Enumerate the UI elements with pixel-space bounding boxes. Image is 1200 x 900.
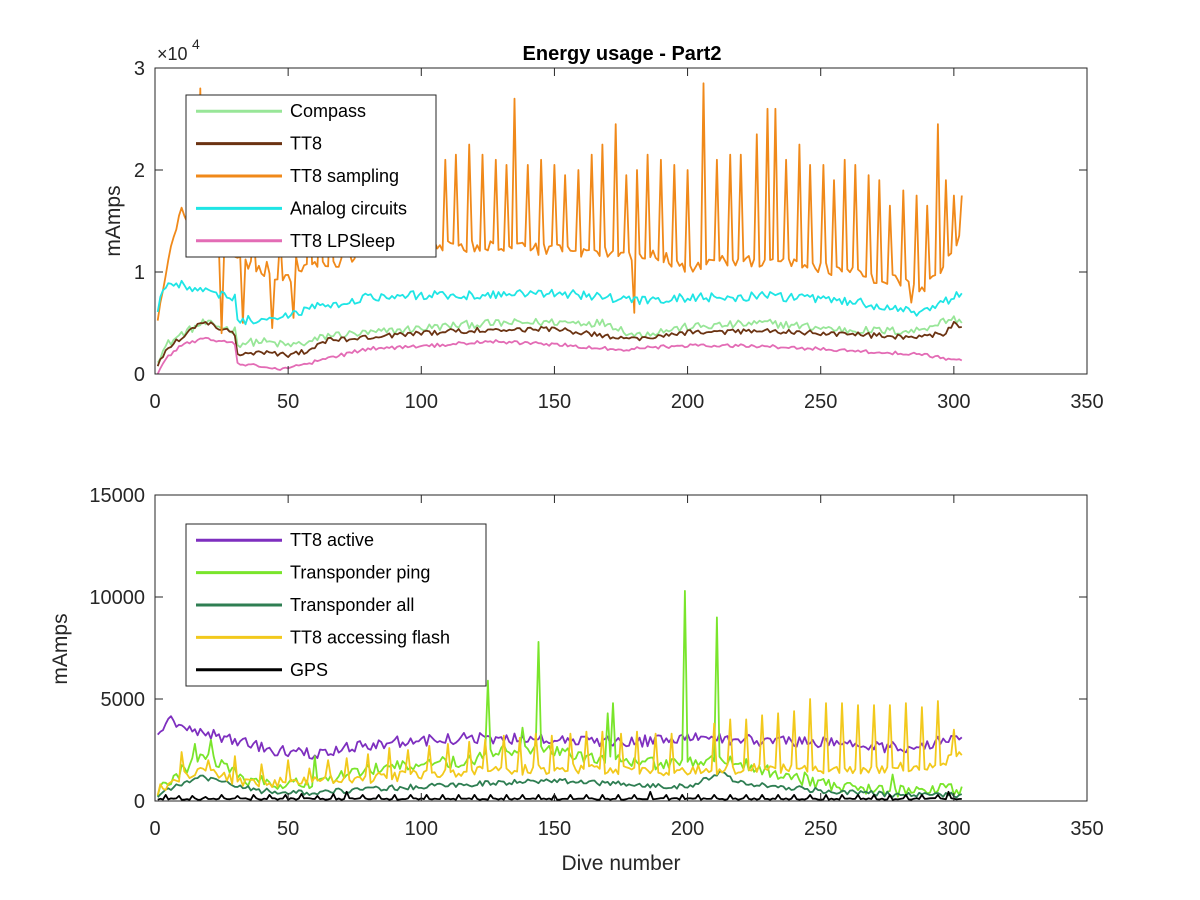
plot-area-frame — [154, 494, 1088, 802]
series-line-tt8-sampling — [156, 82, 963, 335]
x-tick-label: 200 — [671, 391, 704, 413]
plot-area-frame — [154, 67, 1088, 375]
axis-ticks: 0 50 100 150 200 250 300 350 0 5000 10000 15000 — [89, 485, 1103, 840]
y-axis-label: mAmps — [102, 185, 125, 256]
legend-box — [185, 94, 437, 258]
x-tick-label: 150 — [538, 818, 571, 840]
x-tick-label: 250 — [804, 818, 837, 840]
y-tick-label: 2 — [134, 160, 145, 182]
legend: TT8 active Transponder ping Transponder al… — [185, 523, 487, 687]
legend-entry: Transponder ping — [290, 563, 430, 583]
bottom-chart: mAmps Dive number 0 50 100 150 200 250 300 3500… — [49, 485, 1104, 875]
y-tick-label: 0 — [134, 791, 145, 813]
x-tick-label: 150 — [538, 391, 571, 413]
axis-ticks: 0 50 100 150 200 250 300 350 0 1 2 3 — [134, 58, 1104, 413]
legend-entry: GPS — [290, 660, 328, 680]
series-line-gps — [157, 790, 962, 801]
y-tick-label: 3 — [134, 58, 145, 80]
series-line-tt8-accessing-flash — [156, 698, 963, 796]
x-axis-label: Dive number — [561, 852, 680, 875]
x-tick-label: 300 — [937, 818, 970, 840]
chart-title: Energy usage - Part2 — [523, 43, 722, 65]
x-tick-label: 50 — [277, 391, 299, 413]
x-tick-label: 0 — [149, 818, 160, 840]
x-tick-label: 300 — [937, 391, 970, 413]
x-tick-label: 100 — [405, 391, 438, 413]
y-exponent-power: 4 — [192, 36, 200, 52]
legend-entry: TT8 LPSleep — [290, 231, 395, 251]
x-tick-label: 100 — [405, 818, 438, 840]
legend-entry: TT8 — [290, 134, 322, 154]
series-line-compass — [156, 315, 963, 364]
y-tick-label: 10000 — [89, 587, 145, 609]
legend-entry: Analog circuits — [290, 198, 407, 218]
x-tick-label: 350 — [1070, 391, 1103, 413]
x-tick-label: 250 — [804, 391, 837, 413]
x-tick-label: 200 — [671, 818, 704, 840]
legend-entry: Transponder all — [290, 595, 414, 615]
legend-entry: TT8 active — [290, 530, 374, 550]
x-tick-label: 350 — [1070, 818, 1103, 840]
y-exponent-prefix: ×10 — [157, 44, 188, 64]
legend-entry: Compass — [290, 101, 366, 121]
series-line-transponder-all — [157, 770, 963, 799]
x-tick-label: 50 — [277, 818, 299, 840]
y-tick-label: 0 — [134, 364, 145, 386]
plot-lines — [156, 82, 963, 375]
legend: Compass TT8 TT8 sampling Analog circuits TT8… — [185, 94, 437, 258]
top-chart: Energy usage - Part2 mAmps ×10 4 0 50 100 1… — [102, 36, 1104, 413]
x-tick-label: 0 — [149, 391, 160, 413]
y-axis-label: mAmps — [49, 613, 72, 684]
y-exponent-label: ×10 4 — [157, 36, 200, 64]
series-line-tt8 — [156, 321, 962, 367]
series-line-tt8-lpsleep — [156, 336, 963, 375]
plot-lines — [156, 590, 963, 801]
series-line-analog-circuits — [156, 279, 963, 326]
y-tick-label: 1 — [134, 262, 145, 284]
y-tick-label: 15000 — [89, 485, 145, 507]
legend-entry: TT8 sampling — [290, 166, 399, 186]
y-tick-label: 5000 — [101, 689, 146, 711]
legend-entry: TT8 accessing flash — [290, 627, 450, 647]
